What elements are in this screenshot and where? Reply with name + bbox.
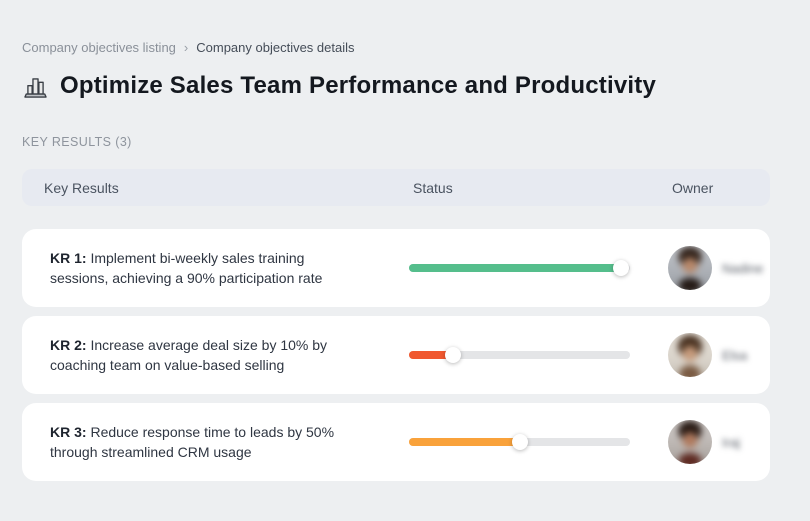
kr-description: Implement bi-weekly sales training sessi… [50,250,323,286]
key-result-row-2[interactable]: KR 2: Increase average deal size by 10% … [22,316,770,394]
kr-description: Reduce response time to leads by 50% thr… [50,424,335,460]
progress-track [409,351,630,359]
breadcrumb-listing-link[interactable]: Company objectives listing [22,40,176,55]
slider-knob[interactable] [445,347,462,363]
progress-slider[interactable] [409,260,630,276]
owner-avatar [668,420,712,464]
key-result-text: KR 1: Implement bi-weekly sales training… [22,248,409,288]
breadcrumb: Company objectives listing › Company obj… [22,39,770,56]
slider-knob[interactable] [613,260,630,276]
page-title: Optimize Sales Team Performance and Prod… [60,72,657,99]
key-result-text: KR 2: Increase average deal size by 10% … [22,335,409,375]
progress-fill [409,438,520,446]
column-header-owner: Owner [672,179,714,196]
column-header-status: Status [413,179,453,196]
progress-fill [409,351,454,359]
progress-fill [409,264,622,272]
owner-name: Elsa [722,347,748,363]
chevron-right-icon: › [183,39,189,55]
table-header: Key Results Status Owner [22,169,770,206]
status-cell [409,347,668,363]
kr-label: KR 1: [50,250,87,266]
owner-avatar [668,333,712,377]
owner-cell: Elsa [668,333,770,377]
progress-slider[interactable] [409,347,630,363]
key-results-list: KR 1: Implement bi-weekly sales training… [22,229,770,481]
objective-details-page: Company objectives listing › Company obj… [22,39,770,481]
bar-chart-buildings-icon [24,77,47,98]
status-cell [409,434,668,450]
owner-name: Iraj [722,434,741,450]
key-result-text: KR 3: Reduce response time to leads by 5… [22,422,409,462]
slider-knob[interactable] [511,434,528,450]
owner-name: Nadine [722,260,764,276]
owner-avatar [668,246,712,290]
breadcrumb-details-current[interactable]: Company objectives details [196,40,355,55]
owner-cell: Iraj [668,420,770,464]
kr-label: KR 2: [50,337,87,353]
progress-slider[interactable] [409,434,630,450]
column-header-key-results: Key Results [44,179,119,196]
key-result-row-3[interactable]: KR 3: Reduce response time to leads by 5… [22,403,770,481]
objective-title-row: Optimize Sales Team Performance and Prod… [22,72,770,100]
key-results-section-label: KEY RESULTS (3) [22,135,132,149]
status-cell [409,260,668,276]
kr-description: Increase average deal size by 10% by coa… [50,337,328,373]
key-result-row-1[interactable]: KR 1: Implement bi-weekly sales training… [22,229,770,307]
kr-label: KR 3: [50,424,87,440]
owner-cell: Nadine [668,246,770,290]
